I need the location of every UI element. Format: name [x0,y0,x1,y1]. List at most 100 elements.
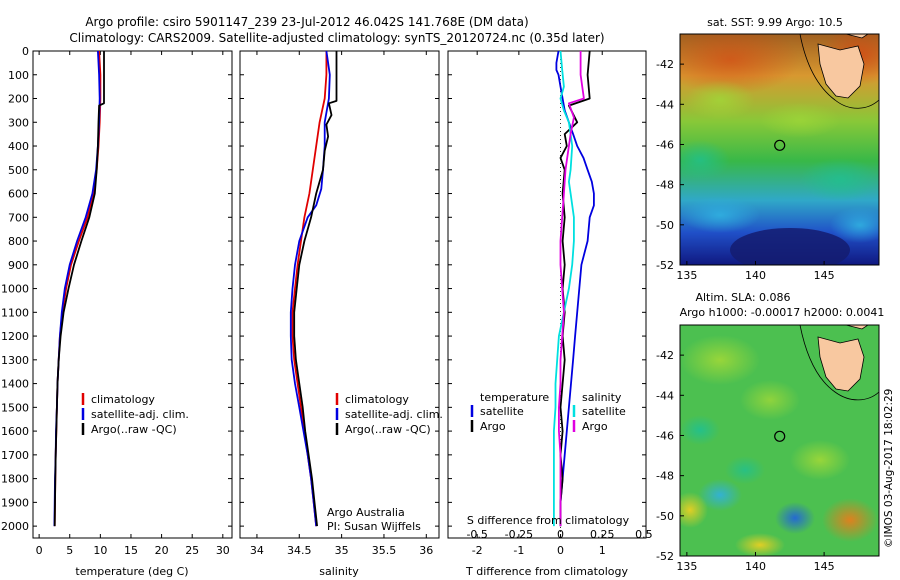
temperature-ticks: 0 5 10 15 20 25 30 [36,51,230,557]
series-satellite [289,50,331,527]
legend-argo-label: Argo(..raw -QC) [345,423,431,436]
depth-tick-label: 1200 [1,330,29,343]
depth-tick-label: 800 [8,235,29,248]
depth-tick-label: 1000 [1,283,29,296]
depth-tick-label: 400 [8,140,29,153]
sst-patch [680,197,760,233]
salinity-depth-ticks [240,50,439,527]
depth-tick-label: 1600 [1,425,29,438]
sla-tasmania [817,336,865,392]
legend-satellite-label: satellite-adj. clim. [91,408,189,421]
sst-lat-ticks: -42 -44 -46 -48 -50 -52 [656,58,684,272]
t-difference-label: T difference from climatology [465,565,628,578]
legend-temperature-heading: temperature [480,391,549,404]
x-tick-label: 35.5 [372,544,397,557]
x-tick-label: 36 [419,544,433,557]
x-tick-label: 20 [155,544,169,557]
depth-tick-label: 1400 [1,378,29,391]
figure-title-line1: Argo profile: csiro 5901147_239 23-Jul-2… [85,15,528,29]
difference-panel: -2 -1 0 1 -0.5 -0.25 0 0.25 0.5 S difference fr… [447,50,653,578]
series-s_satellite [553,50,575,527]
difference-axes [447,50,647,539]
sla-coast-contour [799,325,879,401]
sst-patch [800,158,879,202]
sst-patch [760,102,840,138]
depth-tick-label: 1700 [1,449,29,462]
legend-s-satellite-label: satellite [582,405,626,418]
x-tick-label: 34 [250,544,264,557]
sst-lon-ticks: 135 140 145 [676,261,835,282]
legend-t-argo-label: Argo [480,420,506,433]
depth-tick-label: 1800 [1,473,29,486]
imos-stamp: ©IMOS 03-Aug-2017 18:02:29 [883,389,895,548]
depth-tick-label: 1300 [1,354,29,367]
lon-tick-label: 140 [745,269,766,282]
sst-mainland [845,34,869,39]
x-tick-label: 30 [216,544,230,557]
lat-tick-label: -42 [656,349,674,362]
temperature-panel: 0100200300400500600700800900100011001200… [1,45,233,578]
legend-climatology-label: climatology [345,393,409,406]
temperature-axes [32,50,233,539]
sla-lon-ticks: 135 140 145 [676,552,835,573]
lat-tick-label: -48 [656,179,674,192]
difference-legend: temperature satellite Argo salinity sate… [470,391,626,433]
lon-tick-label: 135 [676,269,697,282]
s-difference-ticks: -0.5 -0.25 0 0.25 0.5 [466,528,652,541]
depth-tick-label: 200 [8,93,29,106]
legend-salinity-heading: salinity [582,391,622,404]
legend-climatology-label: climatology [91,393,155,406]
x-tick-label: -1 [513,544,524,557]
sst-patch [830,207,879,243]
depth-tick-label: 2000 [1,520,29,533]
depth-ticks: 0 100 200 300 400 500 600 700 800 900 1000 1100 1200… [1,45,232,533]
sla-patch [680,415,720,445]
lon-tick-label: 135 [676,560,697,573]
depth-tick-label: 500 [8,164,29,177]
sla-argo-marker [774,430,786,442]
lat-tick-label: -52 [656,259,674,272]
sla-lat-ticks: -42 -44 -46 -48 -50 -52 [656,349,684,563]
lat-tick-label: -44 [656,389,674,402]
x-tick-label: 15 [124,544,138,557]
salinity-ticks: 34 34.5 35 35.5 36 [250,51,433,557]
sst-cold-patch [730,228,850,265]
sla-patch [698,479,742,511]
lat-tick-label: -46 [656,138,674,151]
s-difference-label: S difference from climatology [467,514,630,527]
difference-depth-ticks [448,50,646,527]
sla-patch [735,533,785,556]
series-s_argo [558,51,585,527]
lat-tick-label: -50 [656,219,674,232]
sst-map: sat. SST: 9.99 Argo: 10.5 -42 -44 -46 -48 -5… [656,16,880,282]
sla-map-frame [679,324,880,557]
lon-tick-label: 145 [814,269,835,282]
legend-t-satellite-label: satellite [480,405,524,418]
sst-tasmania [817,43,865,99]
sla-map: Altim. SLA: 0.086 Argo h1000: -0.00017 h… [656,291,884,573]
lat-tick-label: -52 [656,550,674,563]
depth-tick-label: 1500 [1,401,29,414]
lat-tick-label: -48 [656,470,674,483]
salinity-panel: 34 34.5 35 35.5 36 salinity climatology sate… [239,50,443,578]
salinity-xlabel: salinity [319,565,359,578]
lat-tick-label: -50 [656,510,674,523]
sst-field [680,34,879,265]
lon-tick-label: 145 [814,560,835,573]
salinity-legend: climatology satellite-adj. clim. Argo(..… [335,393,443,436]
lon-tick-label: 140 [745,560,766,573]
sst-warm-patch [680,34,800,95]
sla-field [680,325,879,556]
x-tick-label: 1 [599,544,606,557]
annotation-argo-australia: Argo Australia [327,506,405,519]
sla-map-title: Altim. SLA: 0.086 [695,291,790,304]
sla-patch [790,440,850,480]
salinity-axes [239,50,440,539]
sla-patch [775,502,815,534]
temperature-legend: climatology satellite-adj. clim. Argo(..… [81,393,189,436]
sla-patch [740,380,800,420]
s-tick-label: 0 [557,528,564,541]
sla-patch [822,498,878,542]
sst-coast-contour [799,34,879,109]
depth-tick-label: 0 [22,45,29,58]
